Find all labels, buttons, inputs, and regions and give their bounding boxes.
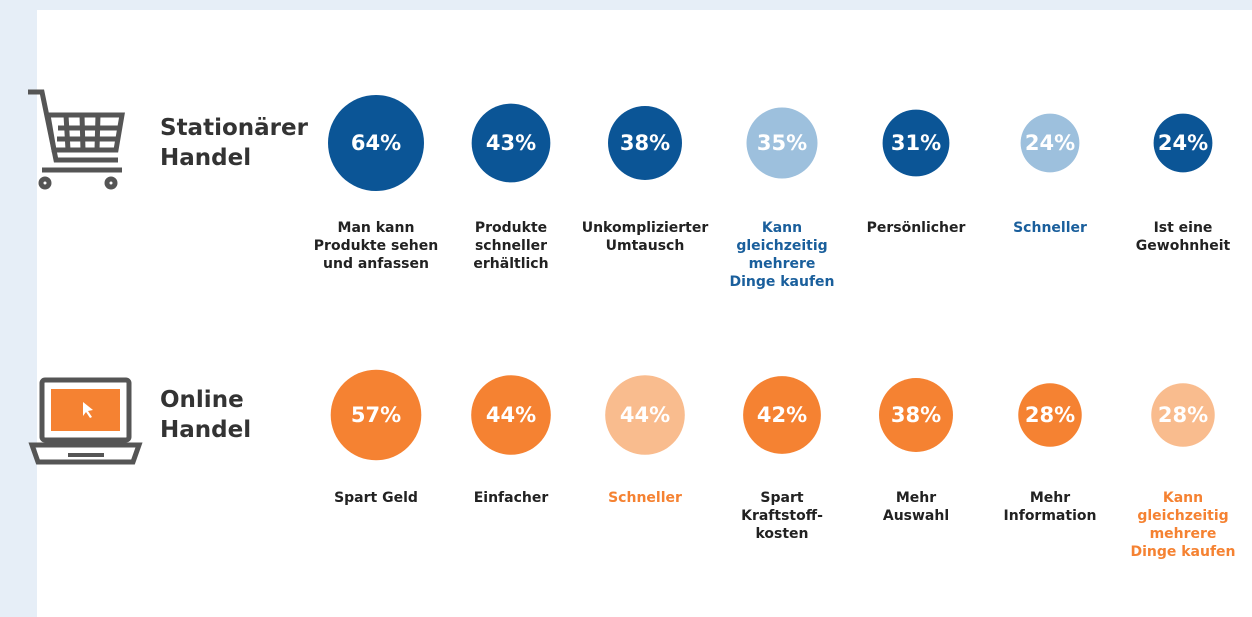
bubble-value: 28%: [1025, 403, 1075, 427]
item-label: Man kann: [338, 220, 415, 236]
item-label: Einfacher: [474, 490, 549, 506]
item-label: gleichzeitig: [736, 238, 827, 254]
bubble-value: 28%: [1158, 403, 1208, 427]
bubble: [882, 109, 950, 177]
item-label: Mehr: [1030, 490, 1070, 506]
item-label: Schneller: [608, 490, 682, 506]
item-label: Dinge kaufen: [729, 274, 834, 290]
item-label: schneller: [475, 238, 547, 254]
item-label: Dinge kaufen: [1130, 544, 1235, 560]
item-label: Unkomplizierter: [582, 220, 709, 236]
bubble: [1151, 383, 1215, 447]
bubble: [330, 369, 422, 461]
bubble: [471, 375, 551, 455]
item-label: mehrere: [749, 256, 816, 272]
item-label: Spart: [760, 490, 803, 506]
bubble: [879, 378, 953, 452]
bubble-value: 31%: [891, 131, 941, 155]
laptop-icon: [28, 377, 143, 465]
item-label: gleichzeitig: [1137, 508, 1228, 524]
cart-icon: [28, 89, 125, 190]
item-label: Umtausch: [606, 238, 685, 254]
bubble: [1018, 383, 1082, 447]
item-label: Gewohnheit: [1136, 238, 1231, 254]
section-title: Stationärer: [160, 115, 309, 141]
bubble: [608, 106, 682, 180]
item-label: Produkte sehen: [314, 238, 438, 254]
item-label: und anfassen: [323, 256, 429, 272]
item-label: Kann: [762, 220, 802, 236]
bubble-value: 44%: [486, 403, 536, 427]
bubble-value: 38%: [891, 403, 941, 427]
bubble-value: 24%: [1158, 131, 1208, 155]
item-label: Kann: [1163, 490, 1203, 506]
bubble-value: 57%: [351, 403, 401, 427]
bubble: [1020, 113, 1080, 173]
item-label: Produkte: [475, 220, 547, 236]
bubble: [605, 375, 685, 455]
bubble: [1153, 113, 1213, 173]
bubble-value: 64%: [351, 131, 401, 155]
item-label: Information: [1004, 508, 1097, 524]
bubble-value: 38%: [620, 131, 670, 155]
bubble-value: 35%: [757, 131, 807, 155]
bubble: [743, 376, 821, 454]
section-title: Handel: [160, 145, 251, 171]
bubble: [471, 103, 551, 183]
item-label: erhältlich: [473, 256, 548, 272]
item-label: kosten: [755, 526, 808, 542]
bubble-value: 24%: [1025, 131, 1075, 155]
item-label: mehrere: [1150, 526, 1217, 542]
section-title: Online: [160, 387, 244, 413]
section-title: Handel: [160, 417, 251, 443]
bubble: [328, 95, 424, 191]
item-label: Auswahl: [883, 508, 949, 524]
item-label: Kraftstoff-: [741, 508, 823, 524]
bubble-value: 42%: [757, 403, 807, 427]
item-label: Ist eine: [1154, 220, 1213, 236]
bubble-value: 44%: [620, 403, 670, 427]
item-label: Schneller: [1013, 220, 1087, 236]
item-label: Persönlicher: [867, 220, 966, 236]
item-label: Mehr: [896, 490, 936, 506]
bubble-value: 43%: [486, 131, 536, 155]
panel: [37, 10, 1252, 617]
item-label: Spart Geld: [334, 490, 418, 506]
bubble: [746, 107, 818, 179]
